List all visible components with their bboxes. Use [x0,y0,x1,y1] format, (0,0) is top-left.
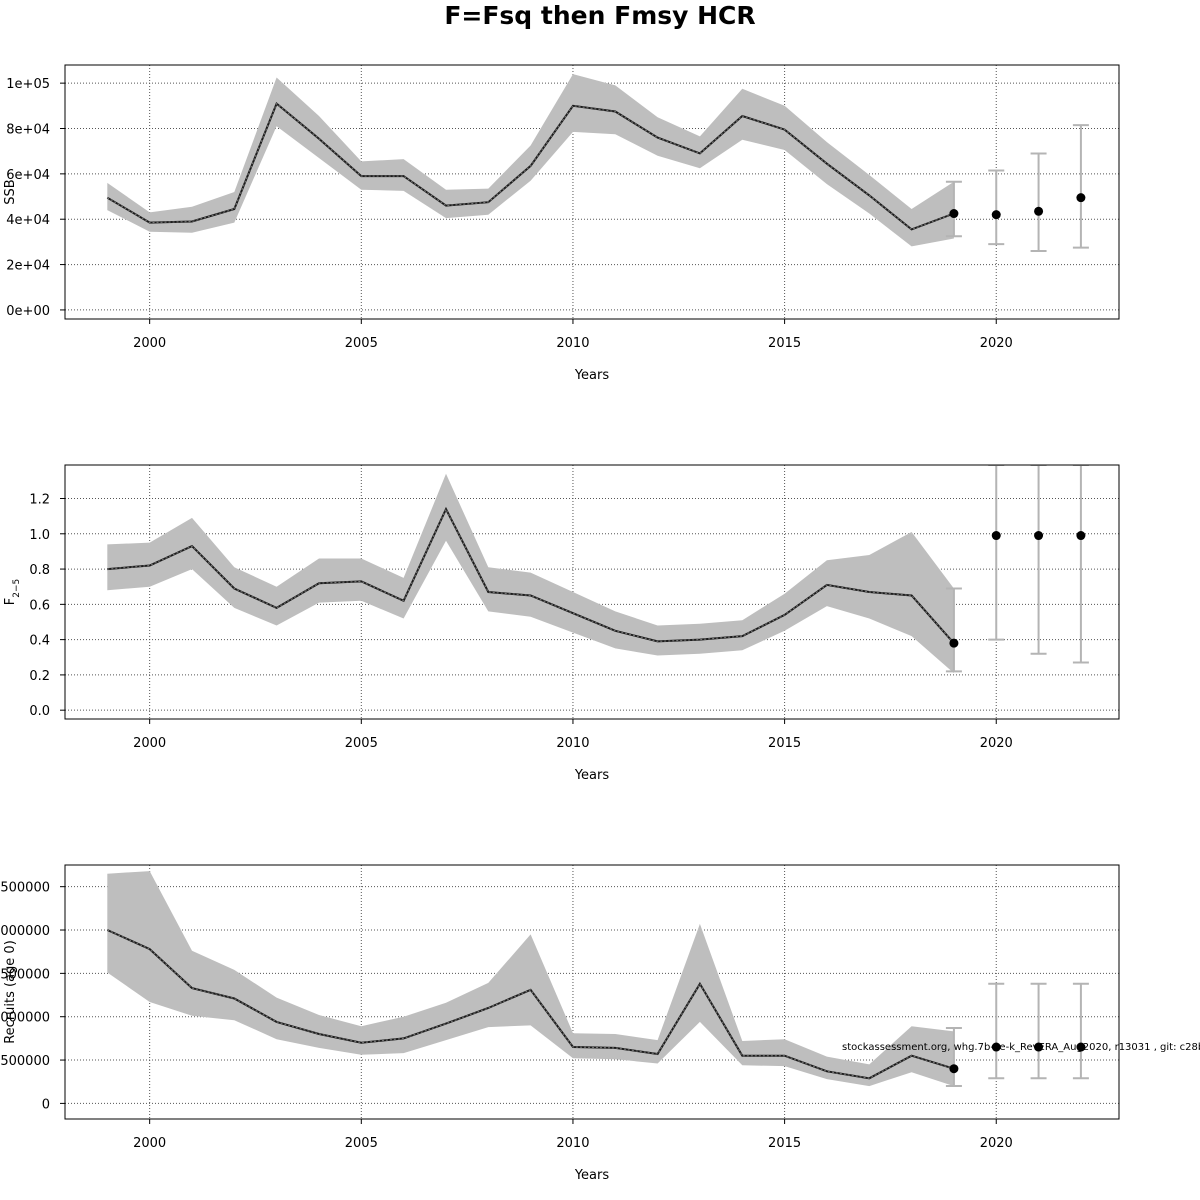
x-tick-label: 2020 [980,1136,1013,1151]
estimate-line-dots [107,507,955,644]
projection-errorbar [1030,152,1047,252]
projection-errorbar [1030,465,1047,655]
chart-title: F=Fsq then Fmsy HCR [444,1,756,30]
projection-point [1076,531,1086,541]
projection-point [1034,531,1044,541]
projection-point [1034,1042,1044,1052]
x-tick-label: 2005 [345,1136,378,1151]
x-tick-label: 2000 [133,336,166,351]
projection-point [991,210,1001,220]
x-tick-label: 2020 [980,336,1013,351]
y-axis-title: SSB [3,179,18,204]
estimate-line-dots [107,102,955,230]
confidence-band [107,871,954,1087]
y-tick-label: 0 [42,1097,50,1112]
confidence-band [107,74,954,247]
confidence-band [107,473,954,674]
plot-frame [64,464,1120,720]
y-tick-label: 2000000 [0,924,50,939]
y-tick-label: 0e+00 [6,304,50,319]
y-tick-label: 1500000 [0,967,50,982]
x-axis-title: Years [574,368,610,383]
x-tick-label: 2015 [768,1136,801,1151]
y-tick-label: 4e+04 [6,213,50,228]
plot-frame [64,864,1120,1120]
y-tick-label: 1e+05 [6,77,50,92]
estimate-line-dots [107,929,955,1079]
y-axis-title: Recruits (age 0) [3,940,18,1044]
ssb-panel: 2000 2005 2010 2015 2020 0e+00 2e+04 4e+04 6e+04… [3,64,1120,383]
projection-errorbar [1072,465,1089,664]
x-axis-title: Years [574,768,610,783]
x-tick-label: 2000 [133,1136,166,1151]
recruitment-panel: 2000 2005 2010 2015 2020 0 500000 1000000 150000… [0,864,1120,1183]
projection-point [1076,1042,1086,1052]
y-tick-label: 2e+04 [6,259,50,274]
y-tick-label: 1000000 [0,1011,50,1026]
projection-errorbar [1030,982,1047,1080]
x-tick-label: 2015 [768,736,801,751]
projection-point [949,209,959,219]
y-tick-label: 0.4 [29,634,50,649]
projection-errorbar [988,982,1005,1080]
y-tick-label: 8e+04 [6,123,50,138]
x-axis-title: Years [574,1168,610,1183]
fishing-mortality-panel: 2000 2005 2010 2015 2020 0.0 0.2 0.4 0.6 0.8 1.0 1.… [3,464,1120,783]
y-axis-title: F2−5 [3,579,22,605]
x-tick-label: 2015 [768,336,801,351]
y-tick-label: 1.0 [29,528,50,543]
x-tick-label: 2005 [345,336,378,351]
x-tick-label: 2010 [556,336,589,351]
projection-point [1076,193,1086,203]
projection-point [991,1042,1001,1052]
projection-errorbar [1072,124,1089,249]
y-tick-label: 1.2 [29,493,50,508]
y-tick-label: 2500000 [0,881,50,896]
y-tick-label: 0.0 [29,704,50,719]
x-tick-label: 2005 [345,736,378,751]
x-tick-label: 2020 [980,736,1013,751]
y-tick-label: 0.8 [29,563,50,578]
assessment-stamp: stockassessment.org, whg.7b-ce-k_RevERA_… [842,1042,1200,1053]
x-tick-label: 2010 [556,736,589,751]
y-tick-label: 0.2 [29,669,50,684]
projection-errorbar [945,587,962,673]
y-tick-label: 6e+04 [6,168,50,183]
y-tick-label: 0.6 [29,598,50,613]
projection-point [1034,206,1044,216]
projection-errorbar [988,465,1005,641]
projection-errorbar [945,1026,962,1088]
y-tick-label: 500000 [0,1054,50,1069]
projection-errorbar [1072,982,1089,1080]
projection-errorbar [945,180,962,238]
projection-point [949,638,959,648]
x-tick-label: 2010 [556,1136,589,1151]
projection-errorbar [988,169,1005,246]
projection-point [991,531,1001,541]
x-tick-label: 2000 [133,736,166,751]
projection-point [949,1064,959,1074]
plot-frame [64,64,1120,320]
